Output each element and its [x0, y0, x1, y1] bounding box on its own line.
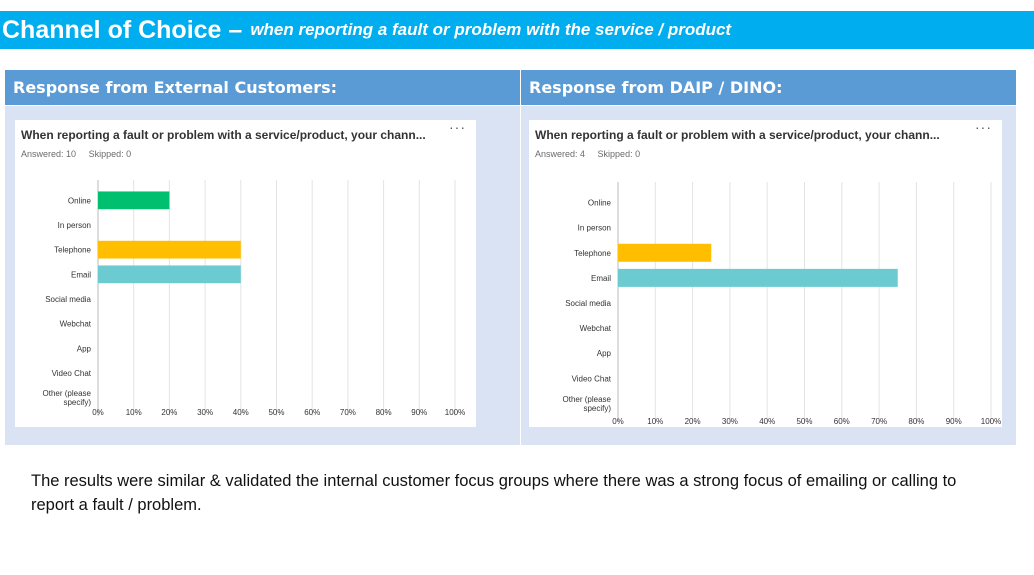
x-tick-label: 80%	[376, 408, 392, 417]
category-label: Email	[591, 274, 611, 283]
bar	[618, 268, 898, 287]
response-counts: Answered: 4 Skipped: 0	[535, 149, 650, 159]
x-tick-label: 10%	[126, 408, 142, 417]
survey-card: 0% 10% 20% 30% 40% 50% 60% 70% 80% 90% 100% Online I…	[529, 119, 1002, 427]
panel-header-external: Response from External Customers:	[5, 70, 520, 105]
x-tick-label: 100%	[445, 408, 465, 417]
x-tick-label: 20%	[161, 408, 177, 417]
category-label: Other (please specify)	[43, 389, 92, 407]
x-tick-label: 50%	[796, 417, 812, 426]
answered-count: Answered: 10	[21, 149, 77, 159]
category-label: Social media	[565, 299, 611, 308]
title-bar: Channel of Choice – when reporting a fau…	[0, 11, 1034, 49]
category-label: Video Chat	[52, 369, 92, 378]
bar	[618, 243, 712, 262]
x-tick-label: 50%	[268, 408, 284, 417]
bar	[98, 240, 241, 259]
x-tick-label: 30%	[722, 417, 738, 426]
x-tick-label: 90%	[411, 408, 427, 417]
response-counts: Answered: 10 Skipped: 0	[21, 149, 141, 159]
x-tick-label: 30%	[197, 408, 213, 417]
page-title: Channel of Choice –	[2, 15, 243, 44]
category-label: In person	[58, 221, 91, 230]
category-label: Webchat	[60, 320, 92, 329]
category-label: Telephone	[54, 246, 91, 255]
bar	[98, 265, 241, 284]
category-label: Email	[71, 270, 91, 279]
category-label: Other (please specify)	[563, 395, 612, 413]
bar-chart-external: 0% 10% 20% 30% 40% 50% 60% 70% 80% 90% 100%OnlineI…	[43, 180, 465, 417]
x-tick-label: 80%	[908, 417, 924, 426]
panel-body-external: 0% 10% 20% 30% 40% 50% 60% 70% 80% 90% 100% Online I…	[5, 106, 520, 445]
skipped-count: Skipped: 0	[88, 149, 132, 159]
panel-header-daip: Response from DAIP / DINO:	[521, 70, 1016, 105]
category-label: Video Chat	[572, 374, 612, 383]
category-label: Social media	[45, 295, 91, 304]
category-label: Telephone	[574, 249, 611, 258]
x-tick-label: 60%	[834, 417, 850, 426]
category-label: Webchat	[580, 324, 612, 333]
x-tick-label: 70%	[340, 408, 356, 417]
panel-body-daip: 0% 10% 20% 30% 40% 50% 60% 70% 80% 90% 100% Online I…	[521, 106, 1016, 445]
more-options-icon[interactable]: ···	[975, 119, 992, 135]
category-label: App	[597, 349, 612, 358]
category-label: Online	[68, 196, 92, 205]
category-label: Online	[588, 199, 612, 208]
answered-count: Answered: 4	[535, 149, 586, 159]
category-label: App	[77, 344, 92, 353]
x-tick-label: 40%	[233, 408, 249, 417]
page-subtitle: when reporting a fault or problem with t…	[250, 20, 732, 39]
survey-card: 0% 10% 20% 30% 40% 50% 60% 70% 80% 90% 100% Online I…	[15, 119, 476, 427]
x-tick-label: 20%	[685, 417, 701, 426]
bar-chart-daip: 0% 10% 20% 30% 40% 50% 60% 70% 80% 90% 100%OnlineI…	[563, 182, 1001, 426]
x-tick-label: 10%	[647, 417, 663, 426]
question-title: When reporting a fault or problem with a…	[535, 128, 940, 142]
x-tick-label: 40%	[759, 417, 775, 426]
category-label: In person	[578, 224, 611, 233]
summary-text: The results were similar & validated the…	[31, 472, 957, 514]
skipped-count: Skipped: 0	[597, 149, 641, 159]
x-tick-label: 70%	[871, 417, 887, 426]
more-options-icon[interactable]: ···	[449, 119, 466, 135]
question-title: When reporting a fault or problem with a…	[21, 128, 426, 142]
x-tick-label: 60%	[304, 408, 320, 417]
x-tick-label: 90%	[946, 417, 962, 426]
bar	[98, 191, 170, 210]
x-tick-label: 100%	[981, 417, 1001, 426]
